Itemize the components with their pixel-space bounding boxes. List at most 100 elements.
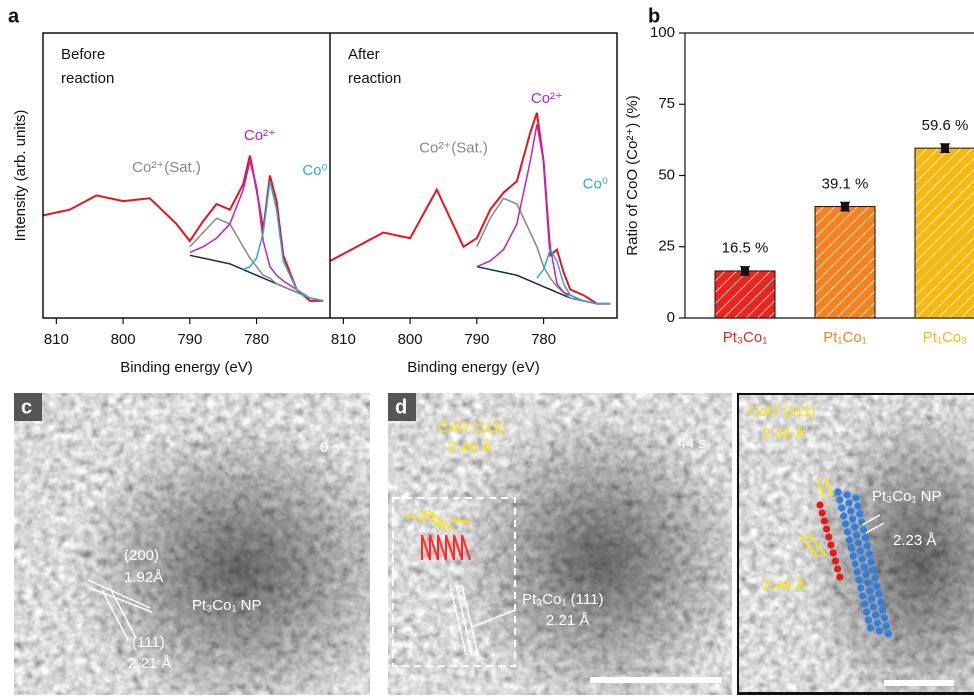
time-label: 44 s bbox=[678, 435, 706, 452]
lattice-dot bbox=[827, 541, 834, 548]
lattice-dot bbox=[881, 614, 888, 621]
lattice-dot bbox=[864, 542, 871, 549]
lattice-dot bbox=[854, 502, 861, 509]
lattice-dot bbox=[876, 627, 883, 634]
lattice-dot bbox=[855, 576, 862, 583]
annotation: reaction bbox=[348, 70, 401, 87]
lattice-dot bbox=[816, 501, 823, 508]
x-axis-label: Binding energy (eV) bbox=[407, 359, 540, 376]
lattice-dot bbox=[842, 520, 849, 527]
lattice-dot bbox=[863, 608, 870, 615]
annotation: (111) bbox=[132, 634, 165, 651]
lattice-dot bbox=[861, 600, 868, 607]
lattice-dot bbox=[866, 550, 873, 557]
data-point bbox=[941, 144, 949, 152]
x-tick-label: Pt₃Co₁ bbox=[723, 329, 768, 346]
lattice-dot bbox=[848, 544, 855, 551]
y-axis-label: Intensity (arb. units) bbox=[12, 110, 29, 242]
peak-label: Co²⁺(Sat.) bbox=[419, 139, 488, 156]
lattice-dot bbox=[834, 488, 841, 495]
peak-label: Co²⁺ bbox=[531, 90, 563, 107]
x-tick-label: 780 bbox=[531, 331, 556, 348]
lattice-dot bbox=[846, 536, 853, 543]
value-label: 16.5 % bbox=[722, 240, 769, 257]
lattice-dot bbox=[857, 547, 864, 554]
x-tick-label: Pt₁Co₁ bbox=[823, 329, 866, 346]
annotation: Pt₃Co₁ NP bbox=[192, 597, 262, 614]
lattice-dot bbox=[853, 531, 860, 538]
lattice-dot bbox=[865, 616, 872, 623]
x-axis-label: Binding energy (eV) bbox=[120, 359, 253, 376]
y-axis-label: Ratio of CoO (Co²⁺) (%) bbox=[624, 95, 641, 255]
lattice-dot bbox=[879, 606, 886, 613]
x-tick-label: 800 bbox=[398, 331, 423, 348]
annotation: reaction bbox=[61, 70, 114, 87]
lattice-dot bbox=[864, 579, 871, 586]
x-tick-label: Pt₁Co₃ bbox=[923, 329, 968, 346]
annotation: (200) bbox=[124, 547, 159, 564]
annotation: 2.21 Å bbox=[546, 612, 589, 629]
lattice-dot bbox=[885, 630, 892, 637]
lattice-dot bbox=[871, 574, 878, 581]
lattice-dot bbox=[838, 504, 845, 511]
y-tick-label: 100 bbox=[650, 24, 675, 41]
value-label: 39.1 % bbox=[822, 175, 869, 192]
lattice-dot bbox=[844, 528, 851, 535]
lattice-dot bbox=[855, 539, 862, 546]
lattice-dot bbox=[873, 582, 880, 589]
peak-label: Co⁰ bbox=[302, 162, 327, 179]
lattice-dot bbox=[875, 590, 882, 597]
annotation: Before bbox=[61, 46, 105, 63]
spectrum-line bbox=[477, 124, 610, 304]
lattice-dot bbox=[836, 496, 843, 503]
peak-label: Co⁰ bbox=[583, 176, 608, 193]
lattice-dot bbox=[857, 584, 864, 591]
annotation: CoO (111) bbox=[438, 419, 506, 436]
lattice-dot bbox=[847, 507, 854, 514]
y-tick-label: 50 bbox=[658, 166, 675, 183]
time-label: 0 s bbox=[320, 439, 340, 456]
annotation: After bbox=[348, 46, 380, 63]
panel-letter: d bbox=[395, 396, 407, 418]
peak-label: Co²⁺(Sat.) bbox=[132, 159, 201, 176]
y-tick-label: 0 bbox=[667, 309, 675, 326]
lattice-dot bbox=[843, 491, 850, 498]
lattice-dot bbox=[845, 499, 852, 506]
spectrum-line bbox=[190, 161, 323, 301]
lattice-dot bbox=[823, 525, 830, 532]
charts: 810 800 790 780 Binding energy (eV) Intensity… bbox=[12, 24, 974, 376]
panel-letter: a bbox=[8, 5, 20, 27]
lattice-dot bbox=[840, 512, 847, 519]
value-label: 59.6 % bbox=[922, 117, 969, 134]
annotation: 1.92Å bbox=[124, 569, 163, 586]
lattice-dot bbox=[851, 523, 858, 530]
lattice-dot bbox=[859, 555, 866, 562]
lattice-dot bbox=[868, 595, 875, 602]
lattice-dot bbox=[870, 566, 877, 573]
lattice-dot bbox=[874, 619, 881, 626]
annotation: 2.46 Å bbox=[762, 425, 805, 442]
annotation: CoO (111) bbox=[748, 403, 816, 420]
x-tick-label: 790 bbox=[464, 331, 489, 348]
lattice-dot bbox=[883, 622, 890, 629]
panel-letter: c bbox=[21, 396, 32, 418]
bar bbox=[915, 148, 974, 318]
x-tick-label: 790 bbox=[177, 331, 202, 348]
lattice-dot bbox=[868, 558, 875, 565]
lattice-dot bbox=[852, 494, 859, 501]
lattice-dot bbox=[834, 565, 841, 572]
lattice-dot bbox=[866, 587, 873, 594]
lattice-dot bbox=[877, 598, 884, 605]
x-tick-label: 810 bbox=[44, 331, 69, 348]
x-tick-label: 810 bbox=[331, 331, 356, 348]
lattice-dot bbox=[836, 573, 843, 580]
annotation: Pt₃Co₁ NP bbox=[872, 488, 942, 505]
lattice-dot bbox=[859, 592, 866, 599]
lattice-dot bbox=[867, 624, 874, 631]
lattice-dot bbox=[853, 568, 860, 575]
lattice-dot bbox=[872, 611, 879, 618]
lattice-dot bbox=[862, 571, 869, 578]
lattice-dot bbox=[825, 533, 832, 540]
lattice-dot bbox=[849, 515, 856, 522]
